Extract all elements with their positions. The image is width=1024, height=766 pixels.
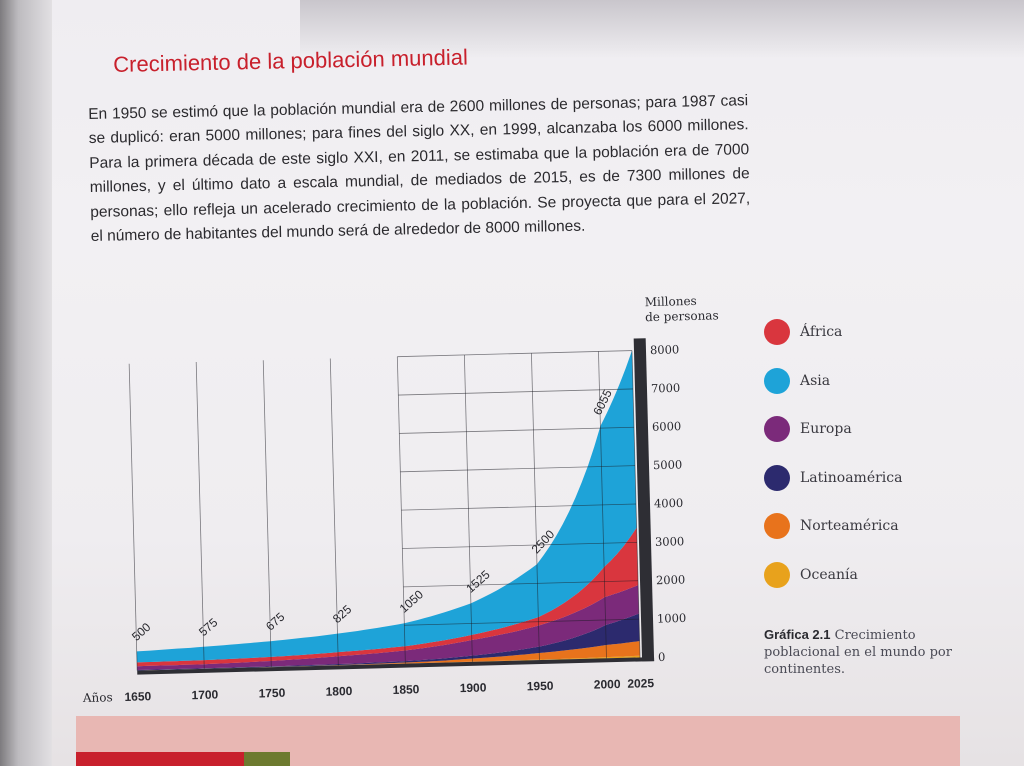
y-tick-label: 0 xyxy=(658,650,666,664)
grid-line-v xyxy=(262,360,272,668)
x-tick-label: 1650 xyxy=(124,689,151,704)
y-tick-label: 8000 xyxy=(650,342,680,357)
total-label: 575 xyxy=(196,615,221,639)
x-tick-label: 1950 xyxy=(527,679,554,694)
y-tick-label: 3000 xyxy=(655,534,685,549)
legend-label-africa: África xyxy=(800,324,843,341)
legend-item-oceania: Oceanía xyxy=(764,551,984,600)
legend-swatch-oceania xyxy=(764,561,790,588)
legend-swatch-europa xyxy=(764,416,790,443)
bottom-red-tab xyxy=(76,752,244,766)
y-tick-label: 1000 xyxy=(657,611,687,626)
chart-axis xyxy=(137,338,655,675)
y-axis-title-line1: Millones xyxy=(645,294,697,309)
total-label: 1525 xyxy=(463,567,493,595)
x-tick-label: 2025 xyxy=(627,676,654,691)
legend-swatch-asia xyxy=(764,367,790,394)
legend-swatch-latinoamerica xyxy=(764,464,790,491)
caption-label: Gráfica 2.1 xyxy=(764,627,831,642)
grid-line-v xyxy=(396,356,406,664)
legend-item-europa: Europa xyxy=(764,405,984,454)
grid-line-v xyxy=(463,354,473,662)
legend-label-asia: Asia xyxy=(800,372,831,389)
y-tick-label: 4000 xyxy=(654,496,684,511)
x-tick-label: 1800 xyxy=(325,684,352,699)
legend-label-norteamerica: Norteamérica xyxy=(800,518,899,535)
x-tick-label: 1700 xyxy=(191,688,218,703)
y-tick-label: 5000 xyxy=(653,457,683,472)
legend-item-asia: Asia xyxy=(764,357,984,406)
caption-text: Crecimiento poblacional en el mundo por … xyxy=(764,628,952,677)
y-axis-title-line2: de personas xyxy=(645,308,719,324)
grid-line-h xyxy=(400,465,636,473)
book-binding xyxy=(0,0,52,766)
grid-line-h xyxy=(398,388,633,396)
total-label: 1050 xyxy=(397,587,427,615)
header-photo xyxy=(300,0,1024,58)
legend-item-norteamerica: Norteamérica xyxy=(764,502,984,551)
grid-line-v xyxy=(329,358,339,666)
total-label: 500 xyxy=(129,620,154,644)
total-label: 825 xyxy=(330,602,355,626)
y-axis-bar xyxy=(633,338,655,662)
x-tick-label: 1750 xyxy=(258,686,285,701)
grid-line-v xyxy=(631,350,641,658)
grid-line-h xyxy=(402,541,638,549)
legend-label-oceania: Oceanía xyxy=(800,566,858,583)
grid-line-v xyxy=(598,351,607,659)
legend-item-africa: África xyxy=(764,308,984,357)
legend-swatch-africa xyxy=(764,319,790,346)
y-tick-label: 6000 xyxy=(652,419,682,434)
chart-grid xyxy=(128,350,641,671)
grid-line-v xyxy=(531,353,540,661)
legend-label-europa: Europa xyxy=(800,421,852,438)
x-axis-title: Años xyxy=(82,690,113,705)
legend-item-latinoamerica: Latinoamérica xyxy=(764,454,984,503)
x-tick-label: 1900 xyxy=(460,680,487,695)
x-axis-bar xyxy=(137,657,655,675)
legend-swatch-norteamerica xyxy=(764,513,790,540)
bottom-green-tab xyxy=(244,752,290,766)
grid-line-h xyxy=(403,580,639,588)
chart-legend: África Asia Europa Latinoamérica Norteam… xyxy=(764,308,984,599)
legend-label-latinoamerica: Latinoamérica xyxy=(800,469,903,486)
y-tick-label: 7000 xyxy=(651,381,681,396)
area-europa xyxy=(137,585,639,671)
grid-line-h xyxy=(401,503,637,511)
grid-line-v xyxy=(195,361,205,669)
grid-line-h xyxy=(399,426,635,434)
y-tick-label: 2000 xyxy=(656,572,686,587)
grid-line-h xyxy=(404,618,640,626)
x-tick-label: 2000 xyxy=(594,677,621,692)
x-tick-label: 1850 xyxy=(393,682,420,697)
figure-caption: Gráfica 2.1 Crecimiento poblacional en e… xyxy=(764,626,954,678)
grid-line-h xyxy=(397,350,632,358)
grid-line-v xyxy=(128,363,138,671)
total-label: 675 xyxy=(263,609,288,633)
area-africa xyxy=(136,527,639,667)
